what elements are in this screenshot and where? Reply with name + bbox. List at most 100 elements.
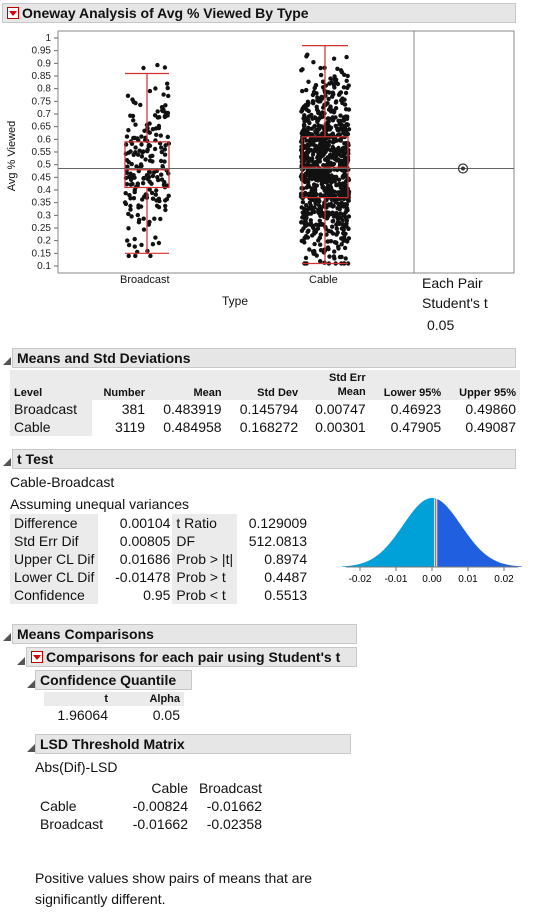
data-point [163,208,167,212]
data-point [166,135,170,139]
data-point [133,101,137,105]
data-point [166,94,170,98]
data-point [344,55,348,59]
data-point [347,107,351,111]
oneway-report-header[interactable]: Oneway Analysis of Avg % Viewed By Type [2,3,516,23]
data-point [342,235,346,239]
red-triangle-menu-icon[interactable] [31,651,43,663]
disclosure-open-icon[interactable] [3,454,12,463]
stat-value: 0.00104 [98,514,172,532]
data-point [330,225,334,229]
data-point [325,141,329,145]
means-std-header[interactable]: Means and Std Deviations [12,348,516,368]
y-tick-label: 0.4 [37,185,51,196]
data-point [314,223,318,227]
data-point [346,198,350,202]
data-point [302,159,306,163]
data-point [342,98,346,102]
data-point [347,236,351,240]
cell-mean: 0.483919 [149,400,226,418]
data-point [304,185,308,189]
data-point [317,199,321,203]
data-point [312,183,316,187]
data-point [341,128,345,132]
data-point [125,134,129,138]
data-point [328,76,332,80]
data-point [165,197,169,201]
confidence-quantile-header[interactable]: Confidence Quantile [35,670,192,690]
data-point [142,129,146,133]
disclosure-open-icon[interactable] [17,653,26,662]
data-point [159,173,163,177]
data-point [333,240,337,244]
lsd-cell: -0.00824 [118,797,192,815]
data-point [346,227,350,231]
data-point [134,164,138,168]
data-point [129,214,133,218]
data-point [166,86,170,90]
data-point [148,89,152,93]
data-point [133,244,137,248]
data-point [307,247,311,251]
data-point [345,122,349,126]
cell-lower95: 0.47905 [370,418,445,436]
data-point [155,175,159,179]
data-point [127,160,131,164]
means-comparisons-header[interactable]: Means Comparisons [12,624,357,644]
y-tick-label: 0.75 [32,96,52,107]
data-point [334,183,338,187]
y-tick-label: 1 [45,33,51,44]
data-point [330,192,334,196]
stat-label: Confidence [10,586,98,604]
data-point [154,133,158,137]
data-point [339,191,343,195]
stat-label: Upper CL Dif [10,550,98,568]
data-point [345,79,349,83]
data-point [135,136,139,140]
t-axis-tick-label: 0.01 [458,574,478,585]
data-point [130,182,134,186]
data-point [335,222,339,226]
lsd-col-broadcast: Broadcast [192,779,266,797]
data-point [317,124,321,128]
col-upper95: Upper 95% [445,370,520,400]
data-point [137,220,141,224]
table-row: 1.96064 0.05 [44,706,184,724]
lsd-row-label: Broadcast [36,815,118,833]
data-point [339,216,343,220]
stat-label: Prob > |t| [172,550,237,568]
data-point [310,186,314,190]
data-point [332,110,336,114]
col-number: Number [92,370,149,400]
data-point [343,246,347,250]
pair-comparisons-header[interactable]: Comparisons for each pair using Student'… [26,647,357,667]
y-tick-label: 0.15 [32,248,52,259]
data-point [336,119,340,123]
data-point [127,175,131,179]
data-point [326,239,330,243]
t-test-header[interactable]: t Test [12,449,516,469]
disclosure-open-icon[interactable] [3,353,12,362]
data-point [158,217,162,221]
compare-circle-inner [461,167,465,171]
y-tick-label: 0.1 [37,261,51,272]
data-point [343,202,347,206]
y-tick-label: 0.35 [32,198,52,209]
lsd-corner [36,779,118,797]
stat-value: 0.129009 [237,514,311,532]
red-triangle-menu-icon[interactable] [7,7,19,19]
lsd-cell: -0.01662 [192,797,266,815]
data-point [156,109,160,113]
data-point [341,185,345,189]
data-point [125,238,129,242]
data-point [148,154,152,158]
disclosure-open-icon[interactable] [3,629,12,638]
stat-value: -0.01478 [98,568,172,586]
lsd-threshold-header[interactable]: LSD Threshold Matrix [35,734,351,754]
data-point [146,177,150,181]
data-point [147,170,151,174]
data-point [126,128,130,132]
data-point [131,118,135,122]
data-point [342,119,346,123]
data-point [326,211,330,215]
